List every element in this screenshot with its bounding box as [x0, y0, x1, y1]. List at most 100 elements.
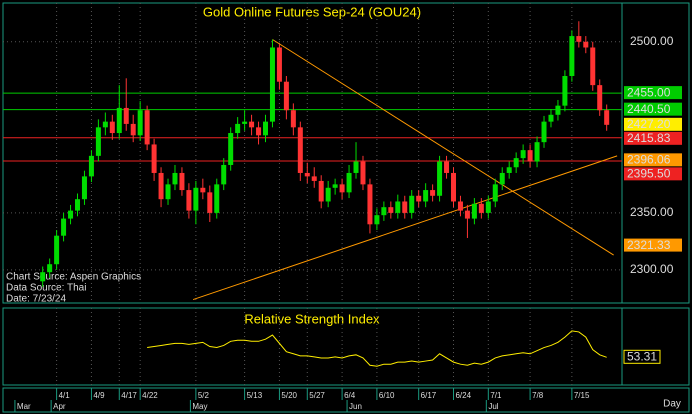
candle-body: [130, 123, 136, 136]
candle-body: [562, 76, 568, 106]
level-label: 2440.50: [627, 102, 671, 116]
candle-body: [353, 161, 359, 173]
candle-body: [416, 195, 422, 202]
level-label-box: [624, 102, 682, 116]
x-tick-label: 7/1: [490, 391, 502, 400]
candle-body: [430, 190, 436, 196]
date-axis: [2, 387, 690, 413]
candle-body: [576, 36, 582, 42]
candle-body: [423, 190, 429, 202]
level-label-box: [624, 153, 682, 167]
candle-body: [464, 210, 470, 219]
candle-body: [158, 172, 164, 200]
candle-body: [40, 272, 46, 282]
candle-body: [283, 81, 289, 111]
candle-body: [269, 47, 275, 122]
rsi-label: 53.31: [627, 349, 657, 363]
candle-body: [214, 184, 220, 213]
candle-body: [360, 161, 366, 185]
candle-body: [513, 158, 519, 168]
x-tick-label: 6/4: [344, 391, 356, 400]
level-label: 2427.20: [627, 117, 671, 131]
candle-body: [144, 110, 150, 145]
candle-body: [186, 190, 192, 211]
level-label: 2321.33: [627, 238, 671, 252]
x-tick-label: 6/17: [421, 391, 437, 400]
candle-body: [499, 172, 505, 185]
month-label: Apr: [53, 402, 66, 411]
candle-body: [457, 201, 463, 211]
candle-body: [527, 150, 533, 162]
level-label-box: [624, 238, 682, 252]
x-tick-label: 6/24: [455, 391, 471, 400]
candle-body: [402, 201, 408, 213]
candle-body: [604, 110, 610, 125]
rsi-label-box: [623, 349, 661, 364]
y-tick-label: 2300.00: [630, 262, 674, 276]
candle-body: [256, 127, 262, 136]
candle-body: [325, 187, 331, 202]
candle-body: [478, 203, 484, 213]
candle-body: [276, 47, 282, 82]
candle-body: [395, 201, 401, 213]
level-label: 2415.83: [627, 131, 671, 145]
candle-body: [367, 184, 373, 225]
candle-body: [228, 133, 234, 165]
candle-body: [75, 199, 81, 211]
candle-body: [304, 172, 310, 177]
candle-body: [450, 172, 456, 202]
note: Date: 7/23/24: [6, 294, 66, 305]
candle-body: [381, 207, 387, 216]
candle-body: [444, 161, 450, 173]
candle-body: [116, 107, 122, 134]
level-label: 2396.06: [627, 153, 671, 167]
candle-body: [290, 110, 296, 128]
x-tick-label: 4/22: [142, 391, 158, 400]
x-tick-label: 4/9: [93, 391, 105, 400]
level-label-box: [624, 86, 682, 100]
x-axis-label: Day: [663, 399, 681, 410]
candle-body: [339, 184, 345, 193]
candle-body: [318, 180, 324, 202]
candle-body: [242, 121, 248, 124]
level-label-box: [624, 117, 682, 131]
rsi-axis: [621, 307, 690, 386]
candle-body: [569, 36, 575, 77]
level-label-box: [624, 167, 682, 181]
trendline: [192, 155, 618, 301]
candle-body: [471, 203, 477, 219]
x-tick-label: 5/27: [309, 391, 325, 400]
candle-body: [109, 121, 115, 134]
candle-body: [346, 172, 352, 193]
x-tick-label: 7/8: [532, 391, 544, 400]
candle-body: [61, 218, 67, 236]
candle-body: [597, 85, 603, 111]
candle-body: [506, 167, 512, 173]
candle-body: [193, 187, 199, 211]
price-axis: [621, 2, 690, 304]
candle-body: [151, 144, 157, 173]
chart-title: Gold Online Futures Sep-24 (GOU24): [203, 4, 421, 19]
candle-body: [492, 184, 498, 202]
month-label: Jun: [349, 402, 362, 411]
candle-body: [165, 184, 171, 200]
candle-body: [548, 114, 554, 122]
rsi-title: Relative Strength Index: [244, 311, 380, 326]
month-label: Jul: [488, 402, 498, 411]
candle-body: [409, 195, 415, 213]
candle-body: [590, 47, 596, 86]
candle-body: [520, 150, 526, 159]
candle-body: [137, 110, 143, 136]
candle-body: [123, 107, 129, 124]
note: Data Source: Thai: [6, 283, 86, 294]
level-label: 2395.50: [627, 167, 671, 181]
candle-body: [485, 201, 491, 213]
candle-body: [263, 121, 269, 136]
candle-body: [311, 176, 317, 181]
note: Chart Source: Aspen Graphics: [6, 272, 141, 283]
candle-body: [200, 187, 206, 193]
candle-body: [541, 121, 547, 143]
candle-body: [88, 155, 94, 177]
candle-body: [235, 123, 241, 134]
